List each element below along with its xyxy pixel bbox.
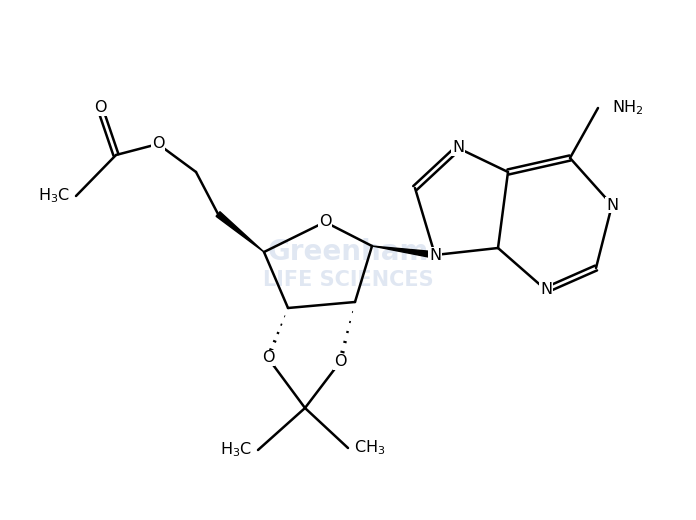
Text: O: O [334,355,346,370]
Text: Greenham: Greenham [267,238,429,266]
Text: N: N [540,282,552,297]
Text: H$_3$C: H$_3$C [38,187,70,205]
Text: O: O [94,100,106,115]
Text: N: N [429,248,441,263]
Text: O: O [152,136,164,151]
Text: NH$_2$: NH$_2$ [612,99,644,118]
Polygon shape [372,246,436,258]
Text: O: O [262,350,274,366]
Text: N: N [452,140,464,155]
Text: LIFE SCIENCES: LIFE SCIENCES [262,270,434,290]
Polygon shape [216,212,264,252]
Text: N: N [606,198,618,213]
Text: O: O [319,214,331,229]
Text: CH$_3$: CH$_3$ [354,439,386,458]
Text: H$_3$C: H$_3$C [220,440,252,459]
